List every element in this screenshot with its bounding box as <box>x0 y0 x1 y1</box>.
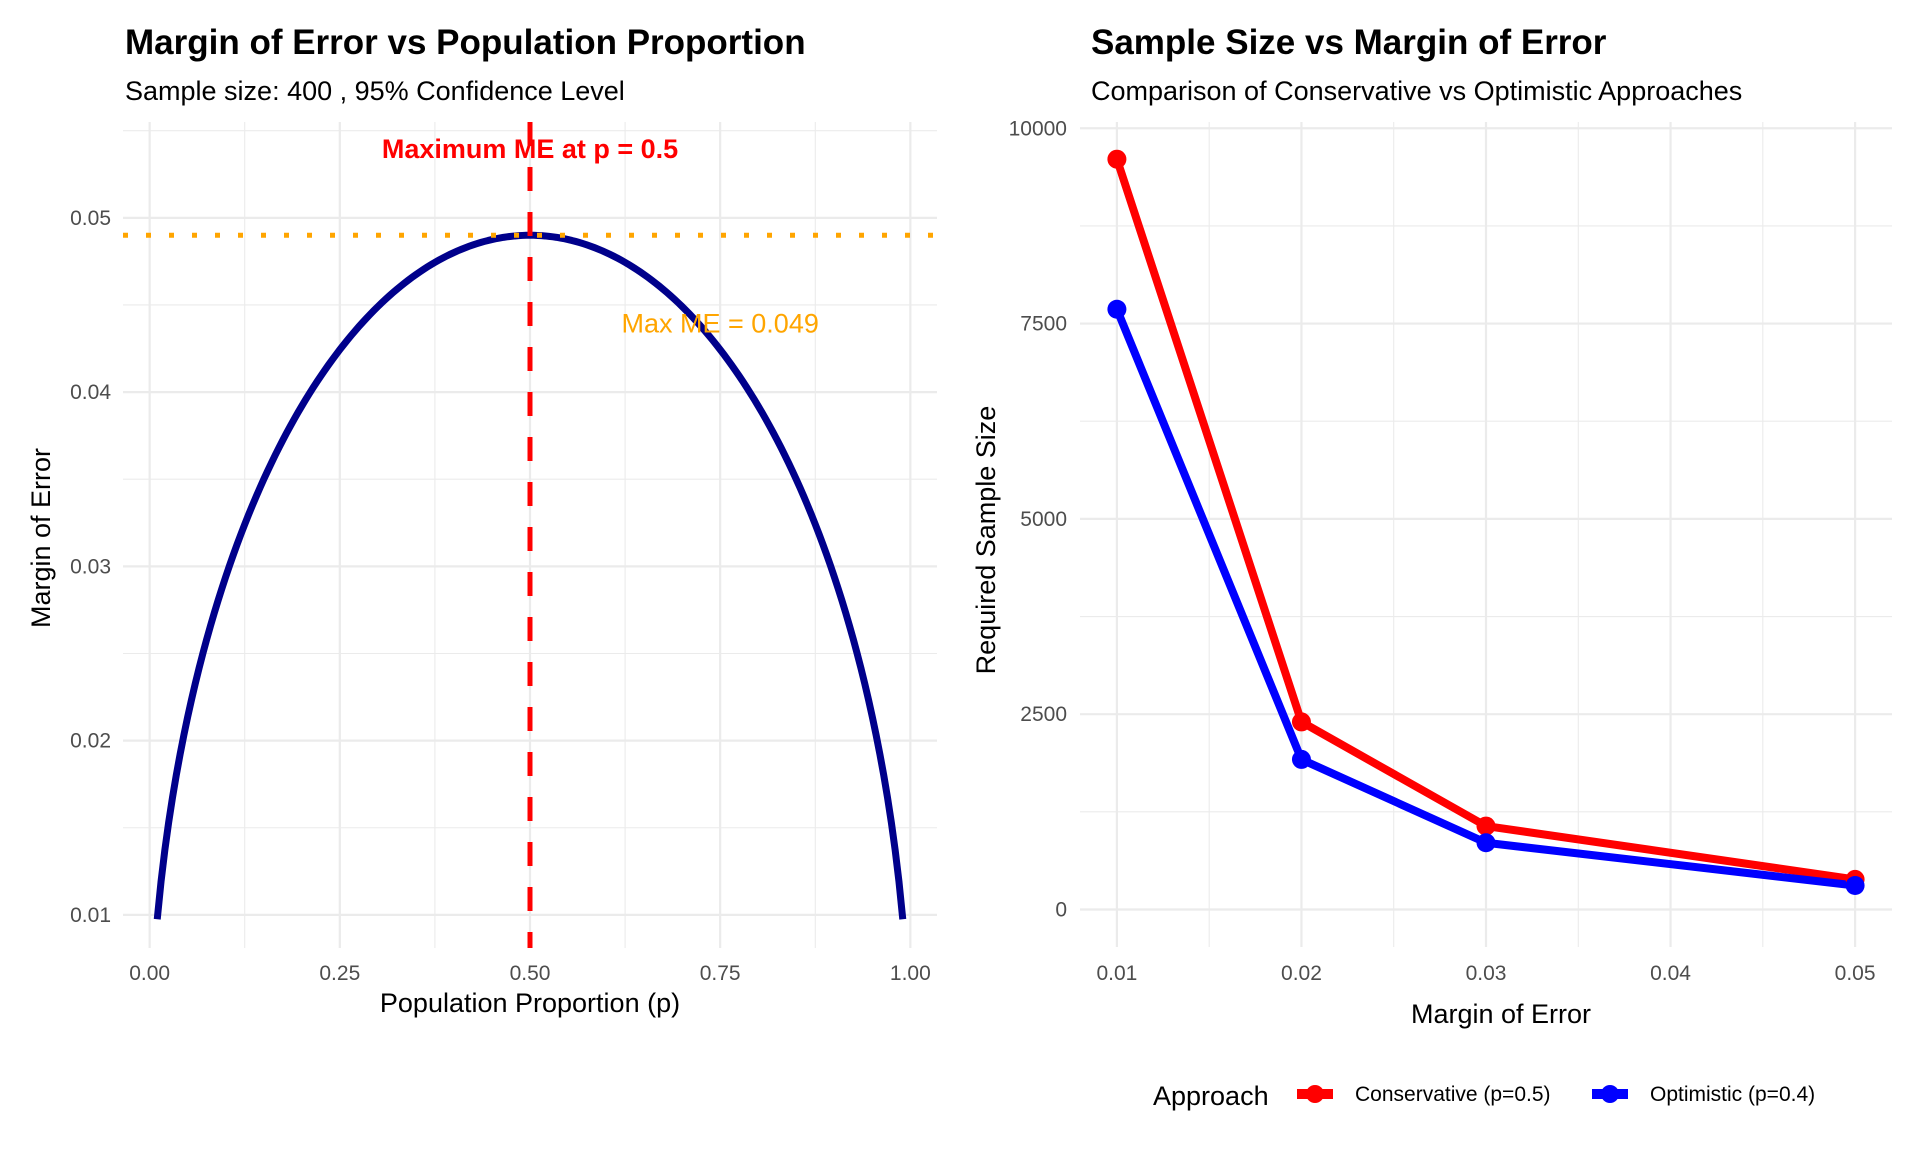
left-x-tick-labels: 0.00 0.25 0.50 0.75 1.00 <box>129 962 931 985</box>
left-x-axis-title: Population Proportion (p) <box>380 988 680 1018</box>
right-x-tick-label: 0.04 <box>1650 962 1691 985</box>
right-chart: Sample Size vs Margin of Error Compariso… <box>971 23 1892 1111</box>
right-x-axis-title: Margin of Error <box>1411 999 1591 1029</box>
annotation-max-me-value: Max ME = 0.049 <box>622 308 819 338</box>
legend-label-conservative: Conservative (p=0.5) <box>1355 1083 1551 1106</box>
left-y-tick-label: 0.01 <box>70 904 111 927</box>
right-y-tick-label: 2500 <box>1020 703 1067 726</box>
annotation-max-me-location: Maximum ME at p = 0.5 <box>382 134 678 164</box>
data-point-conservative <box>1291 712 1311 732</box>
right-x-tick-label: 0.05 <box>1835 962 1876 985</box>
left-chart: Margin of Error vs Population Proportion… <box>26 23 937 1018</box>
right-y-tick-label: 0 <box>1055 899 1067 922</box>
legend-title: Approach <box>1153 1081 1269 1111</box>
left-x-tick-label: 0.75 <box>700 962 741 985</box>
legend: Approach Conservative (p=0.5) Optimistic… <box>1153 1081 1815 1111</box>
left-x-tick-label: 0.00 <box>129 962 170 985</box>
data-point-optimistic <box>1845 876 1865 896</box>
legend-key-point-optimistic <box>1601 1085 1619 1103</box>
right-y-tick-labels: 0 2500 5000 7500 10000 <box>1009 117 1067 921</box>
left-x-tick-label: 0.50 <box>510 962 551 985</box>
left-chart-subtitle: Sample size: 400 , 95% Confidence Level <box>125 76 625 106</box>
left-y-tick-label: 0.02 <box>70 730 111 753</box>
left-y-tick-label: 0.05 <box>70 207 111 230</box>
right-gridlines <box>1080 122 1892 947</box>
right-y-tick-label: 7500 <box>1020 313 1067 336</box>
right-x-tick-label: 0.03 <box>1466 962 1507 985</box>
right-chart-title: Sample Size vs Margin of Error <box>1091 23 1607 62</box>
left-x-tick-label: 1.00 <box>890 962 931 985</box>
series-line-conservative <box>1112 155 1860 884</box>
series-line-optimistic <box>1112 305 1860 890</box>
legend-item-optimistic[interactable]: Optimistic (p=0.4) <box>1592 1083 1815 1106</box>
right-x-tick-label: 0.01 <box>1096 962 1137 985</box>
data-point-conservative <box>1476 816 1496 836</box>
legend-item-conservative[interactable]: Conservative (p=0.5) <box>1297 1083 1551 1106</box>
right-x-tick-labels: 0.01 0.02 0.03 0.04 0.05 <box>1096 962 1875 985</box>
right-y-axis-title: Required Sample Size <box>971 406 1001 675</box>
right-plot-marks <box>1107 149 1865 896</box>
left-y-axis-title: Margin of Error <box>26 448 56 628</box>
data-point-optimistic <box>1476 833 1496 853</box>
left-y-tick-label: 0.04 <box>70 381 111 404</box>
left-x-tick-label: 0.25 <box>319 962 360 985</box>
right-x-tick-label: 0.02 <box>1281 962 1322 985</box>
data-point-optimistic <box>1107 299 1127 319</box>
left-plot-marks <box>123 122 937 948</box>
right-chart-subtitle: Comparison of Conservative vs Optimistic… <box>1091 76 1742 106</box>
right-y-tick-label: 5000 <box>1020 508 1067 531</box>
legend-key-point-conservative <box>1306 1085 1324 1103</box>
left-chart-title: Margin of Error vs Population Proportion <box>125 23 806 62</box>
left-y-tick-labels: 0.01 0.02 0.03 0.04 0.05 <box>70 207 111 927</box>
data-point-optimistic <box>1291 749 1311 769</box>
data-point-conservative <box>1107 149 1127 169</box>
legend-label-optimistic: Optimistic (p=0.4) <box>1650 1083 1815 1106</box>
left-y-tick-label: 0.03 <box>70 555 111 578</box>
right-y-tick-label: 10000 <box>1009 117 1067 140</box>
